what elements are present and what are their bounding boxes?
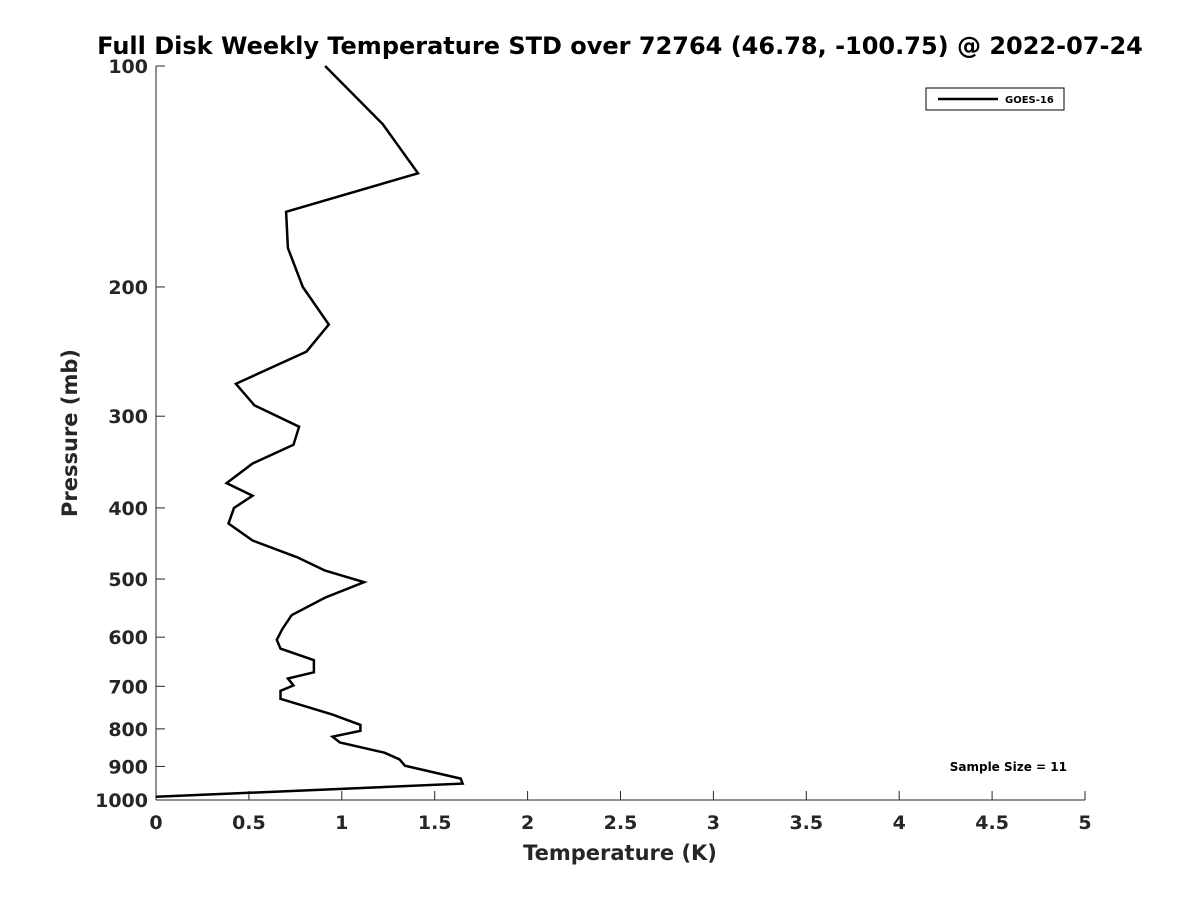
legend-label-goes-16: GOES-16 xyxy=(1005,95,1054,106)
x-tick-label: 4.5 xyxy=(975,812,1009,834)
y-tick-label: 800 xyxy=(108,719,148,741)
x-tick-label: 0 xyxy=(149,812,162,834)
y-tick-label: 500 xyxy=(108,569,148,591)
y-tick-label: 1000 xyxy=(95,790,148,812)
chart-title: Full Disk Weekly Temperature STD over 72… xyxy=(97,32,1143,60)
y-tick-label: 200 xyxy=(108,277,148,299)
x-tick-label: 3 xyxy=(707,812,720,834)
y-tick-label: 300 xyxy=(108,406,148,428)
x-tick-label: 5 xyxy=(1078,812,1091,834)
x-tick-label: 1 xyxy=(335,812,348,834)
y-tick-label: 100 xyxy=(108,56,148,78)
series-line-goes-16 xyxy=(155,65,465,799)
x-tick-label: 3.5 xyxy=(789,812,823,834)
x-tick-label: 1.5 xyxy=(418,812,452,834)
plot-area: 0 0.5 1 1.5 2 2.5 3 3.5 4 4.5 5 100 200 300 400 500 600 7… xyxy=(95,56,1092,834)
y-tick-label: 900 xyxy=(108,756,148,778)
y-tick-label: 700 xyxy=(108,676,148,698)
x-tick-label: 2.5 xyxy=(604,812,638,834)
x-tick-label: 4 xyxy=(893,812,906,834)
legend: GOES-16 xyxy=(925,87,1065,111)
y-tick-label: 400 xyxy=(108,498,148,520)
y-axis-label: Pressure (mb) xyxy=(58,349,82,517)
y-tick-label: 600 xyxy=(108,627,148,649)
x-axis-label: Temperature (K) xyxy=(523,841,717,865)
sample-size-annotation: Sample Size = 11 xyxy=(950,760,1067,774)
x-tick-label: 0.5 xyxy=(232,812,266,834)
x-tick-label: 2 xyxy=(521,812,534,834)
